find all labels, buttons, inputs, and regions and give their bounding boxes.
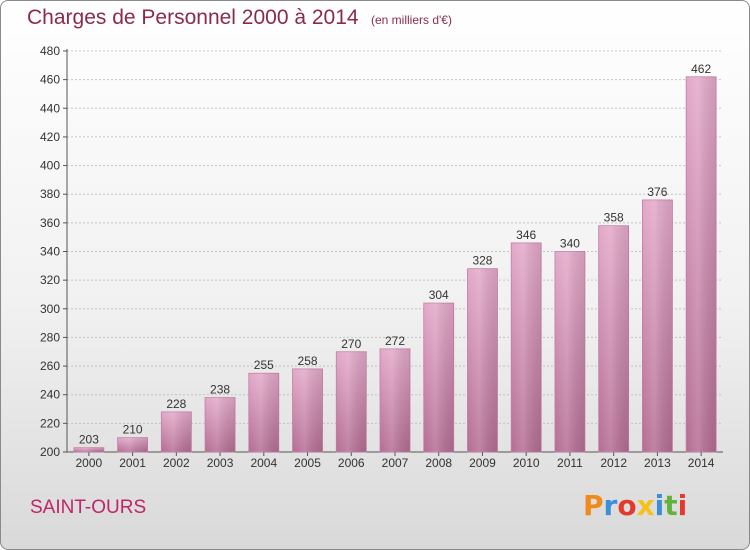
labels: 200 220 240 260 280 300 320 340 360 380 400 420 440 4… bbox=[40, 44, 715, 470]
logo-letter: r bbox=[603, 489, 618, 522]
bar-shade-2005 bbox=[292, 368, 323, 452]
bar-shade-2013 bbox=[642, 199, 673, 452]
value-label-2014: 462 bbox=[691, 62, 711, 76]
x-tick-label-2005: 2005 bbox=[294, 456, 321, 470]
x-tick-label-2004: 2004 bbox=[250, 456, 277, 470]
x-tick-label-2008: 2008 bbox=[425, 456, 452, 470]
x-tick-label-2010: 2010 bbox=[513, 456, 540, 470]
chart-subtitle: (en milliers d'€) bbox=[371, 13, 452, 27]
value-label-2008: 304 bbox=[429, 288, 449, 302]
y-tick-label: 380 bbox=[40, 187, 60, 201]
x-tick-label-2013: 2013 bbox=[644, 456, 671, 470]
value-label-2013: 376 bbox=[647, 185, 667, 199]
value-label-2009: 328 bbox=[472, 254, 492, 268]
value-label-2007: 272 bbox=[385, 334, 405, 348]
value-label-2005: 258 bbox=[298, 354, 318, 368]
y-tick-label: 420 bbox=[40, 130, 60, 144]
value-label-2001: 210 bbox=[123, 423, 143, 437]
bar-shade-2006 bbox=[336, 351, 367, 452]
y-tick-label: 300 bbox=[40, 302, 60, 316]
x-tick-label-2006: 2006 bbox=[338, 456, 365, 470]
bar-shade-2012 bbox=[598, 225, 629, 452]
y-tick-label: 480 bbox=[40, 44, 60, 58]
y-tick-label: 400 bbox=[40, 159, 60, 173]
x-tick-label-2001: 2001 bbox=[119, 456, 146, 470]
logo-letter: t bbox=[664, 489, 678, 522]
bar-shade-2010 bbox=[511, 242, 542, 452]
bar-shade-2014 bbox=[686, 76, 717, 453]
y-tick-label: 220 bbox=[40, 416, 60, 430]
y-tick-label: 440 bbox=[40, 101, 60, 115]
x-tick-label-2002: 2002 bbox=[163, 456, 190, 470]
x-tick-label-2007: 2007 bbox=[382, 456, 409, 470]
bar-shade-2004 bbox=[248, 373, 279, 452]
logo-letter: i bbox=[677, 489, 688, 522]
value-label-2003: 238 bbox=[210, 383, 230, 397]
bar-shade-2008 bbox=[423, 303, 454, 452]
value-label-2010: 346 bbox=[516, 228, 536, 242]
value-label-2000: 203 bbox=[79, 433, 99, 447]
value-label-2004: 255 bbox=[254, 358, 274, 372]
x-tick-label-2011: 2011 bbox=[557, 456, 583, 470]
bar-shade-2007 bbox=[380, 348, 410, 452]
logo-letter: i bbox=[654, 489, 665, 522]
chart-title: Charges de Personnel 2000 à 2014 bbox=[27, 6, 359, 29]
value-label-2006: 270 bbox=[341, 337, 361, 351]
bar-shade-2000 bbox=[73, 447, 104, 452]
bar-shade-2003 bbox=[205, 397, 236, 452]
logo-letter: x bbox=[636, 489, 655, 522]
bars bbox=[73, 76, 717, 453]
y-tick-label: 240 bbox=[40, 388, 60, 402]
proxiti-logo[interactable]: Proxiti bbox=[583, 489, 687, 522]
bar-shade-2001 bbox=[117, 437, 148, 452]
y-tick-label: 200 bbox=[40, 445, 60, 459]
x-tick-label-2012: 2012 bbox=[600, 456, 627, 470]
value-label-2002: 228 bbox=[166, 397, 186, 411]
x-tick-label-2003: 2003 bbox=[207, 456, 234, 470]
x-tick-label-2000: 2000 bbox=[76, 456, 103, 470]
value-label-2011: 340 bbox=[560, 237, 580, 251]
bar-shade-2002 bbox=[161, 411, 192, 452]
bar-shade-2009 bbox=[467, 268, 498, 452]
y-tick-label: 340 bbox=[40, 245, 60, 259]
value-label-2012: 358 bbox=[604, 211, 624, 225]
bar-shade-2011 bbox=[554, 251, 585, 452]
y-tick-label: 320 bbox=[40, 273, 60, 287]
y-tick-label: 260 bbox=[40, 359, 60, 373]
y-tick-label: 360 bbox=[40, 216, 60, 230]
logo-letter: o bbox=[617, 489, 637, 522]
y-tick-label: 460 bbox=[40, 73, 60, 87]
x-tick-label-2009: 2009 bbox=[469, 456, 496, 470]
x-tick-label-2014: 2014 bbox=[688, 456, 715, 470]
logo-letter: P bbox=[583, 489, 604, 522]
commune-name: SAINT-OURS bbox=[30, 497, 147, 518]
y-tick-label: 280 bbox=[40, 330, 60, 344]
